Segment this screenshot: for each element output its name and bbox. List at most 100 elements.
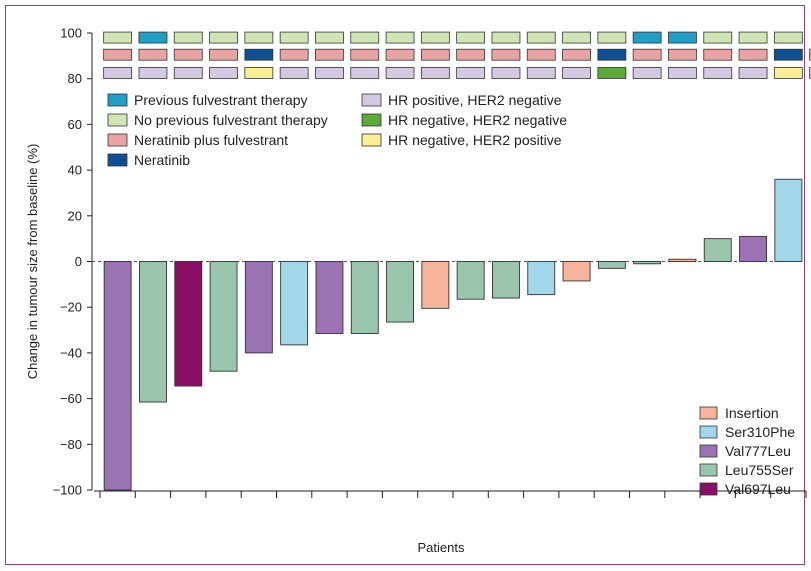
track-cell-no-previous-fulvestrant-therapy xyxy=(420,31,450,44)
legend-label-neratinib-plus-fulvestrant: Neratinib plus fulvestrant xyxy=(134,132,288,148)
track-cell-no-previous-fulvestrant-therapy xyxy=(456,31,486,44)
track-cell-previous-fulvestrant-therapy xyxy=(632,31,662,44)
track-cell-hr-positive-her2-negative xyxy=(385,67,415,79)
legend-swatch-insertion xyxy=(699,406,718,420)
legend-label-val777leu: Val777Leu xyxy=(725,443,791,459)
bar-leu755ser xyxy=(456,261,485,300)
legend-label-neratinib: Neratinib xyxy=(134,152,190,168)
bar-insertion xyxy=(562,261,591,282)
track-cell-neratinib-plus-fulvestrant xyxy=(703,48,733,61)
track-cell-no-previous-fulvestrant-therapy xyxy=(385,31,415,44)
legend-swatch-neratinib xyxy=(107,153,128,167)
legend-swatch-hr-negative-her2-negative xyxy=(361,113,382,127)
track-cell-hr-negative-her2-positive xyxy=(773,67,803,79)
x-axis xyxy=(94,490,807,498)
annotation-tracks xyxy=(103,31,811,79)
mutation-legend: Insertion Ser310Phe Val777Leu Leu755Ser Val6… xyxy=(699,405,795,497)
y-tick-label: 100 xyxy=(60,26,82,41)
legend-swatch-hr-negative-her2-positive xyxy=(361,133,382,147)
bar-leu755ser xyxy=(209,261,238,372)
track-cell-hr-negative-her2-positive xyxy=(244,67,274,79)
track-cell-neratinib-plus-fulvestrant xyxy=(632,48,662,61)
track-cell-neratinib-plus-fulvestrant xyxy=(103,48,133,61)
track-cell-neratinib-plus-fulvestrant xyxy=(385,48,415,61)
bar-leu755ser xyxy=(633,261,662,265)
legend-swatch-leu755ser xyxy=(699,463,718,477)
track-cell-no-previous-fulvestrant-therapy xyxy=(209,31,238,44)
track-cell-no-previous-fulvestrant-therapy xyxy=(773,31,803,44)
track-cell-neratinib-plus-fulvestrant xyxy=(456,48,486,61)
legend-label-insertion: Insertion xyxy=(725,405,779,421)
legend-swatch-val777leu xyxy=(699,444,718,458)
track-cell-no-previous-fulvestrant-therapy xyxy=(597,31,627,44)
track-cell-hr-positive-her2-negative xyxy=(632,67,662,79)
track-cell-neratinib-plus-fulvestrant xyxy=(562,48,591,61)
legend-label-hr-positive-her2-negative: HR positive, HER2 negative xyxy=(388,92,562,108)
track-cell-no-previous-fulvestrant-therapy xyxy=(279,31,309,44)
track-cell-hr-positive-her2-negative xyxy=(103,67,133,79)
legend-label-hr-negative-her2-positive: HR negative, HER2 positive xyxy=(388,132,562,148)
y-tick-label: −20 xyxy=(60,300,82,315)
track-cell-hr-positive-her2-negative xyxy=(279,67,309,79)
track-cell-hr-positive-her2-negative xyxy=(315,67,344,79)
track-cell-hr-negative-her2-negative xyxy=(597,67,627,79)
track-cell-previous-fulvestrant-therapy xyxy=(138,31,168,44)
track-cell-hr-positive-her2-negative xyxy=(456,67,486,79)
y-tick-label: −80 xyxy=(60,437,82,452)
track-cell-neratinib-plus-fulvestrant xyxy=(491,48,521,61)
track-cell-no-previous-fulvestrant-therapy xyxy=(491,31,521,44)
track-cell-hr-positive-her2-negative xyxy=(809,67,811,79)
legend-swatch-no-previous-fulvestrant-therapy xyxy=(107,113,128,127)
track-cell-hr-positive-her2-negative xyxy=(209,67,238,79)
track-cell-neratinib-plus-fulvestrant xyxy=(738,48,768,61)
bar-leu755ser xyxy=(138,261,167,403)
y-tick-label: −40 xyxy=(60,345,82,360)
bar-leu755ser xyxy=(492,261,520,299)
track-cell-neratinib-plus-fulvestrant xyxy=(173,48,203,61)
bar-val777leu xyxy=(103,261,132,491)
y-tick-label: −100 xyxy=(53,483,82,498)
track-cell-no-previous-fulvestrant-therapy xyxy=(244,31,274,44)
bar-leu755ser xyxy=(350,261,379,334)
bar-val697leu xyxy=(174,261,203,387)
y-tick-label: 80 xyxy=(68,71,82,86)
track-cell-no-previous-fulvestrant-therapy xyxy=(562,31,591,44)
track-cell-hr-positive-her2-negative xyxy=(173,67,203,79)
track-cell-hr-positive-her2-negative xyxy=(491,67,521,79)
track-cell-no-previous-fulvestrant-therapy xyxy=(738,31,768,44)
track-cell-neratinib-plus-fulvestrant xyxy=(315,48,344,61)
track-cell-neratinib-plus-fulvestrant xyxy=(668,48,697,61)
track-cell-no-previous-fulvestrant-therapy xyxy=(526,31,556,44)
legend-label-previous-fulvestrant-therapy: Previous fulvestrant therapy xyxy=(134,92,308,108)
legend-swatch-neratinib-plus-fulvestrant xyxy=(107,133,128,147)
bar-insertion xyxy=(668,258,697,262)
track-cell-neratinib-plus-fulvestrant xyxy=(209,48,238,61)
y-axis-title: Change in tumour size from baseline (%) xyxy=(25,144,40,380)
bar-val777leu xyxy=(315,261,344,334)
bar-val777leu xyxy=(244,261,273,354)
track-cell-neratinib-plus-fulvestrant xyxy=(279,48,309,61)
track-cell-neratinib-plus-fulvestrant xyxy=(420,48,450,61)
track-cell-hr-positive-her2-negative xyxy=(350,67,380,79)
y-tick-label: 20 xyxy=(68,208,82,223)
track-cell-neratinib xyxy=(244,48,274,61)
track-cell-no-previous-fulvestrant-therapy xyxy=(703,31,733,44)
track-cell-neratinib-plus-fulvestrant xyxy=(809,48,811,61)
x-axis-title: Patients xyxy=(418,540,465,555)
y-axis: −100 −80 −60 −40 −20 0 20 40 60 80 100 xyxy=(53,26,93,498)
track-cell-neratinib-plus-fulvestrant xyxy=(138,48,168,61)
track-cell-neratinib-plus-fulvestrant xyxy=(526,48,556,61)
track-cell-hr-positive-her2-negative xyxy=(420,67,450,79)
legend-swatch-ser310phe xyxy=(699,425,718,439)
track-cell-hr-positive-her2-negative xyxy=(526,67,556,79)
legend-label-val697leu: Val697Leu xyxy=(725,481,791,497)
track-cell-neratinib xyxy=(773,48,803,61)
track-legend: Previous fulvestrant therapy HR positive,… xyxy=(107,92,567,168)
y-tick-label: 40 xyxy=(68,163,82,178)
y-tick-label: 0 xyxy=(75,254,82,269)
bar-series xyxy=(103,178,803,491)
y-tick-label: −60 xyxy=(60,391,82,406)
y-tick-label: 60 xyxy=(68,117,82,132)
bar-ser310phe xyxy=(527,261,556,296)
